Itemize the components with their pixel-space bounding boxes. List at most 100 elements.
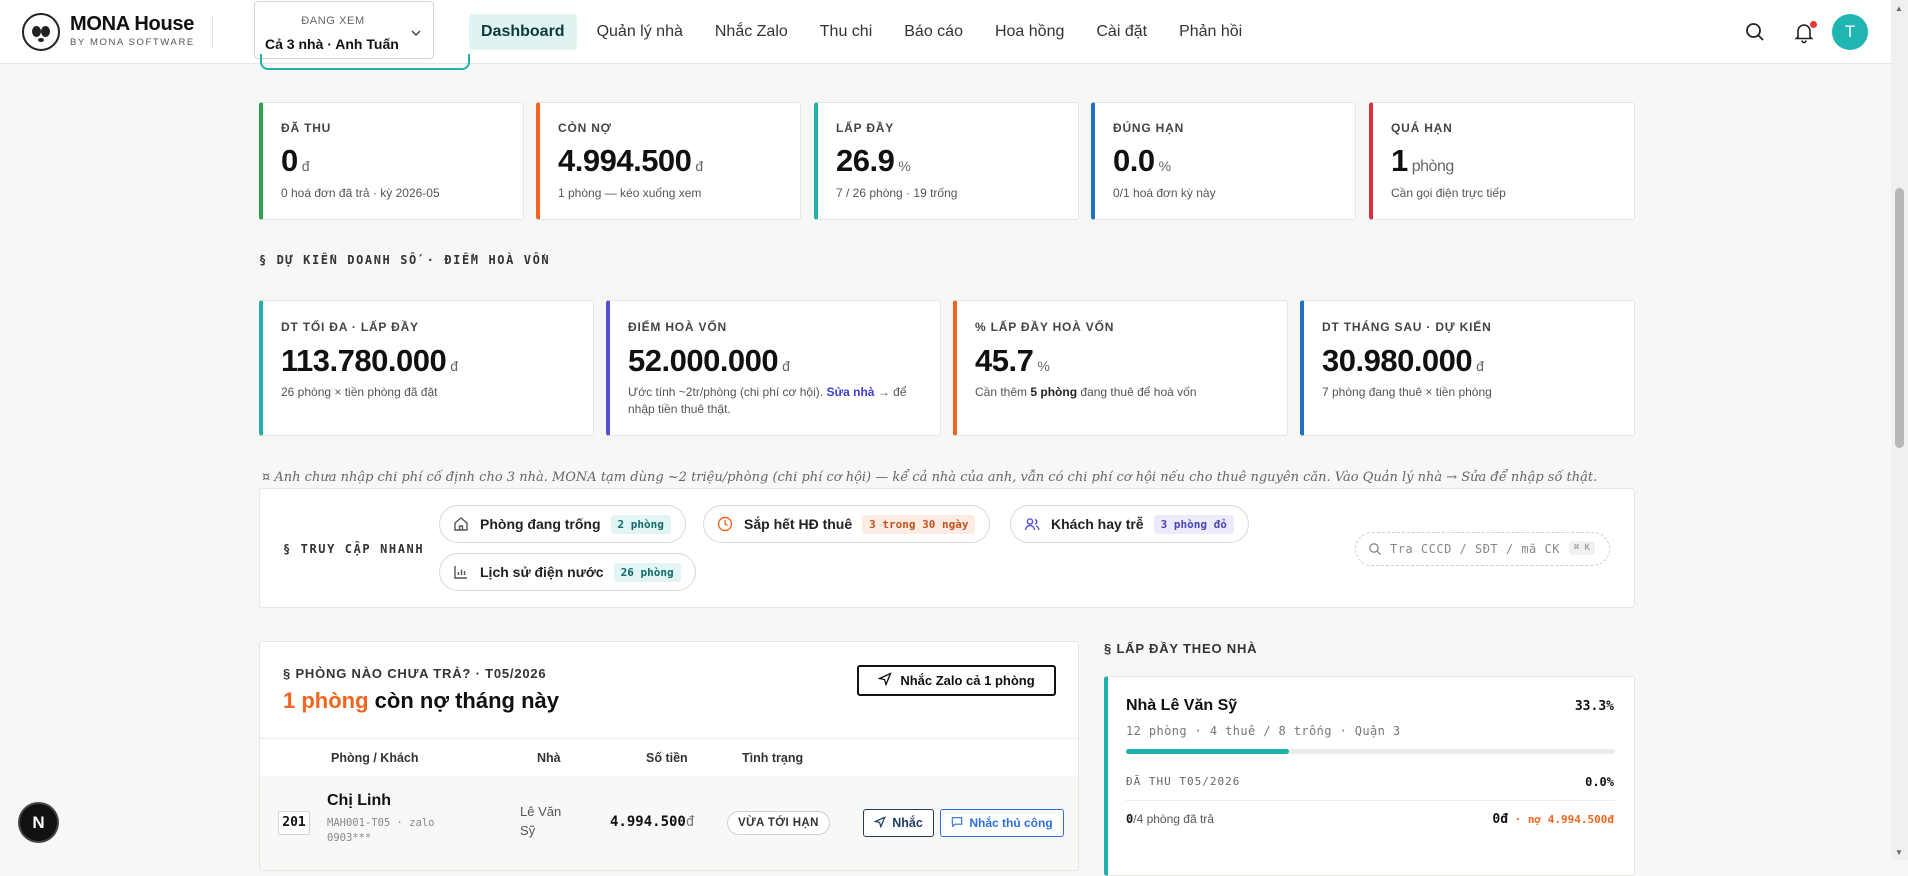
chip-label: Phòng đang trống [480, 516, 601, 532]
nav-dashboard[interactable]: Dashboard [469, 14, 577, 50]
header-divider [212, 16, 213, 48]
chip-badge: 2 phòng [610, 514, 671, 534]
viewing-scope-select[interactable]: ĐANG XEM Cả 3 nhà · Anh Tuấn [254, 1, 434, 59]
customer-name: Chị Linh [327, 792, 391, 809]
chip-label: Sắp hết HĐ thuê [744, 516, 853, 532]
divider [1126, 800, 1615, 801]
forecast-value: 45.7% [975, 343, 1050, 378]
forecast-label: % LẤP ĐẦY HOÀ VỐN [975, 320, 1115, 334]
collected-percent: 0.0% [1585, 775, 1614, 789]
kpi-overdue[interactable]: QUÁ HẠN 1 phòng Cần gọi điện trực tiếp [1369, 102, 1635, 220]
forecast-label: DT TỐI ĐA · LẤP ĐẦY [281, 320, 419, 334]
kpi-subtext: 0/1 hoá đơn kỳ này [1113, 186, 1216, 200]
forecast-next-month[interactable]: DT THÁNG SAU · DỰ KIẾN 30.980.000 đ 7 phò… [1300, 300, 1635, 436]
chip-late-tenants[interactable]: Khách hay trễ 3 phòng đỏ [1010, 505, 1249, 543]
forecast-subtext: Ước tính ~2tr/phòng (chi phí cơ hội). Sử… [628, 385, 907, 416]
scrollbar-thumb[interactable] [1895, 188, 1904, 448]
quick-access-panel: § TRUY CẬP NHANH Phòng đang trống 2 phòn… [259, 488, 1635, 608]
brand-name: MONA House [70, 13, 195, 35]
brand-subtitle: BY MONA SOFTWARE [70, 37, 195, 48]
collected-label: ĐÃ THU T05/2026 [1126, 775, 1241, 788]
kpi-on-time[interactable]: ĐÚNG HẠN 0.0% 0/1 hoá đơn kỳ này [1091, 102, 1356, 220]
kpi-label: ĐÚNG HẠN [1113, 121, 1185, 135]
lookup-search-input[interactable]: Tra CCCD / SĐT / mã CK ⌘ K [1355, 532, 1610, 566]
edit-house-link[interactable]: Sửa nhà [826, 385, 875, 399]
chip-vacant-rooms[interactable]: Phòng đang trống 2 phòng [439, 505, 686, 543]
house-meta: 12 phòng · 4 thuê / 8 trống · Quận 3 [1126, 724, 1401, 738]
forecast-value: 113.780.000 đ [281, 343, 458, 378]
remind-all-zalo-button[interactable]: Nhắc Zalo cả 1 phòng [857, 665, 1056, 696]
kpi-value: 0.0% [1113, 143, 1171, 178]
unpaid-section-title: § PHÒNG NÀO CHƯA TRẢ? · T05/2026 [283, 666, 547, 681]
fixed-cost-note: ¤ Anh chưa nhập chi phí cố định cho 3 nh… [262, 470, 1598, 485]
bell-icon[interactable] [1792, 20, 1816, 44]
manual-remind-button[interactable]: Nhắc thủ công [940, 809, 1064, 837]
col-status: Tình trạng [742, 751, 804, 765]
manual-remind-label: Nhắc thủ công [969, 816, 1053, 830]
occupancy-section-title: § LẤP ĐẦY THEO NHÀ [1104, 641, 1258, 656]
brand[interactable]: MONA House BY MONA SOFTWARE [70, 13, 195, 48]
main-nav: Dashboard Quản lý nhà Nhắc Zalo Thu chi … [469, 14, 1254, 50]
kpi-subtext: 0 hoá đơn đã trả · kỳ 2026-05 [281, 186, 440, 200]
notification-dot [1810, 21, 1817, 28]
remind-button-label: Nhắc [892, 816, 923, 830]
house-occupancy-percent: 33.3% [1574, 699, 1614, 714]
chip-utility-history[interactable]: Lịch sử điện nước 26 phòng [439, 553, 696, 591]
occupancy-progress-fill [1126, 749, 1289, 754]
chip-expiring-contracts[interactable]: Sắp hết HĐ thuê 3 trong 30 ngày [703, 505, 991, 543]
nextjs-dev-badge[interactable]: N [20, 804, 57, 841]
users-icon [1023, 515, 1041, 533]
forecast-label: ĐIỂM HOÀ VỐN [628, 320, 727, 334]
house-occupancy-card[interactable]: Nhà Lê Văn Sỹ 33.3% 12 phòng · 4 thuê / … [1104, 676, 1635, 876]
nav-commission[interactable]: Hoa hồng [994, 23, 1065, 40]
kpi-label: LẤP ĐẦY [836, 121, 895, 135]
quick-access-title: § TRUY CẬP NHANH [283, 542, 425, 556]
table-header: Phòng / Khách Nhà Số tiền Tình trạng [260, 738, 1078, 776]
forecast-subtext: 7 phòng đang thuê × tiền phòng [1322, 385, 1492, 399]
forecast-value: 52.000.000 đ [628, 343, 790, 378]
nav-income-expense[interactable]: Thu chi [819, 23, 873, 40]
scroll-down-icon[interactable]: ▼ [1895, 848, 1903, 857]
kpi-label: CÒN NỢ [558, 121, 612, 135]
chip-badge: 26 phòng [613, 562, 681, 582]
kpi-outstanding[interactable]: CÒN NỢ 4.994.500 đ 1 phòng — kéo xuống xe… [536, 102, 801, 220]
send-icon [877, 672, 893, 689]
nav-settings[interactable]: Cài đặt [1096, 23, 1148, 40]
house-name: Nhà Lê Văn Sỹ [1126, 697, 1238, 714]
forecast-value: 30.980.000 đ [1322, 343, 1484, 378]
nav-reports[interactable]: Báo cáo [904, 23, 963, 40]
bar-chart-icon [452, 563, 470, 581]
clock-icon [716, 515, 734, 533]
kpi-value: 26.9% [836, 143, 911, 178]
forecast-break-even[interactable]: ĐIỂM HOÀ VỐN 52.000.000 đ Ước tính ~2tr/p… [606, 300, 941, 436]
forecast-max-revenue[interactable]: DT TỐI ĐA · LẤP ĐẦY 113.780.000 đ 26 phòn… [259, 300, 594, 436]
kpi-subtext: Cần gọi điện trực tiếp [1391, 186, 1506, 200]
section-forecast-title: § DỰ KIẾN DOANH SỐ · ĐIỂM HOÀ VỐN [259, 253, 551, 267]
chevron-down-icon [411, 26, 421, 40]
occupancy-progress-bar [1126, 749, 1615, 754]
avatar[interactable]: T [1832, 14, 1868, 50]
house-debt: 0đ · nợ 4.994.500đ [1492, 812, 1614, 827]
nav-house-management[interactable]: Quản lý nhà [596, 23, 683, 40]
search-icon[interactable] [1743, 20, 1767, 44]
table-row[interactable]: 201 Chị Linh MAH001-T05 · zalo 0903*** L… [260, 776, 1078, 870]
nav-zalo-reminder[interactable]: Nhắc Zalo [714, 23, 788, 40]
teal-tab-stub [260, 54, 470, 70]
mona-panda-logo-icon[interactable] [22, 13, 60, 51]
scroll-up-icon[interactable]: ▲ [1895, 4, 1903, 13]
search-icon [1368, 542, 1382, 561]
remind-button[interactable]: Nhắc [863, 809, 934, 837]
customer-meta: MAH001-T05 · zalo 0903*** [327, 817, 435, 844]
nav-feedback[interactable]: Phản hồi [1179, 23, 1243, 40]
search-placeholder: Tra CCCD / SĐT / mã CK [1390, 542, 1560, 556]
chip-label: Khách hay trễ [1051, 516, 1144, 532]
kpi-subtext: 1 phòng — kéo xuống xem [558, 186, 702, 200]
kpi-occupancy[interactable]: LẤP ĐẦY 26.9% 7 / 26 phòng · 19 trống [814, 102, 1079, 220]
forecast-break-even-occupancy[interactable]: % LẤP ĐẦY HOÀ VỐN 45.7% Cần thêm 5 phòng… [953, 300, 1288, 436]
kpi-label: QUÁ HẠN [1391, 121, 1453, 135]
chip-badge: 3 trong 30 ngày [862, 514, 976, 534]
amount-due: 4.994.500đ [610, 814, 695, 830]
house-name: Lê Văn Sỹ [520, 804, 562, 838]
